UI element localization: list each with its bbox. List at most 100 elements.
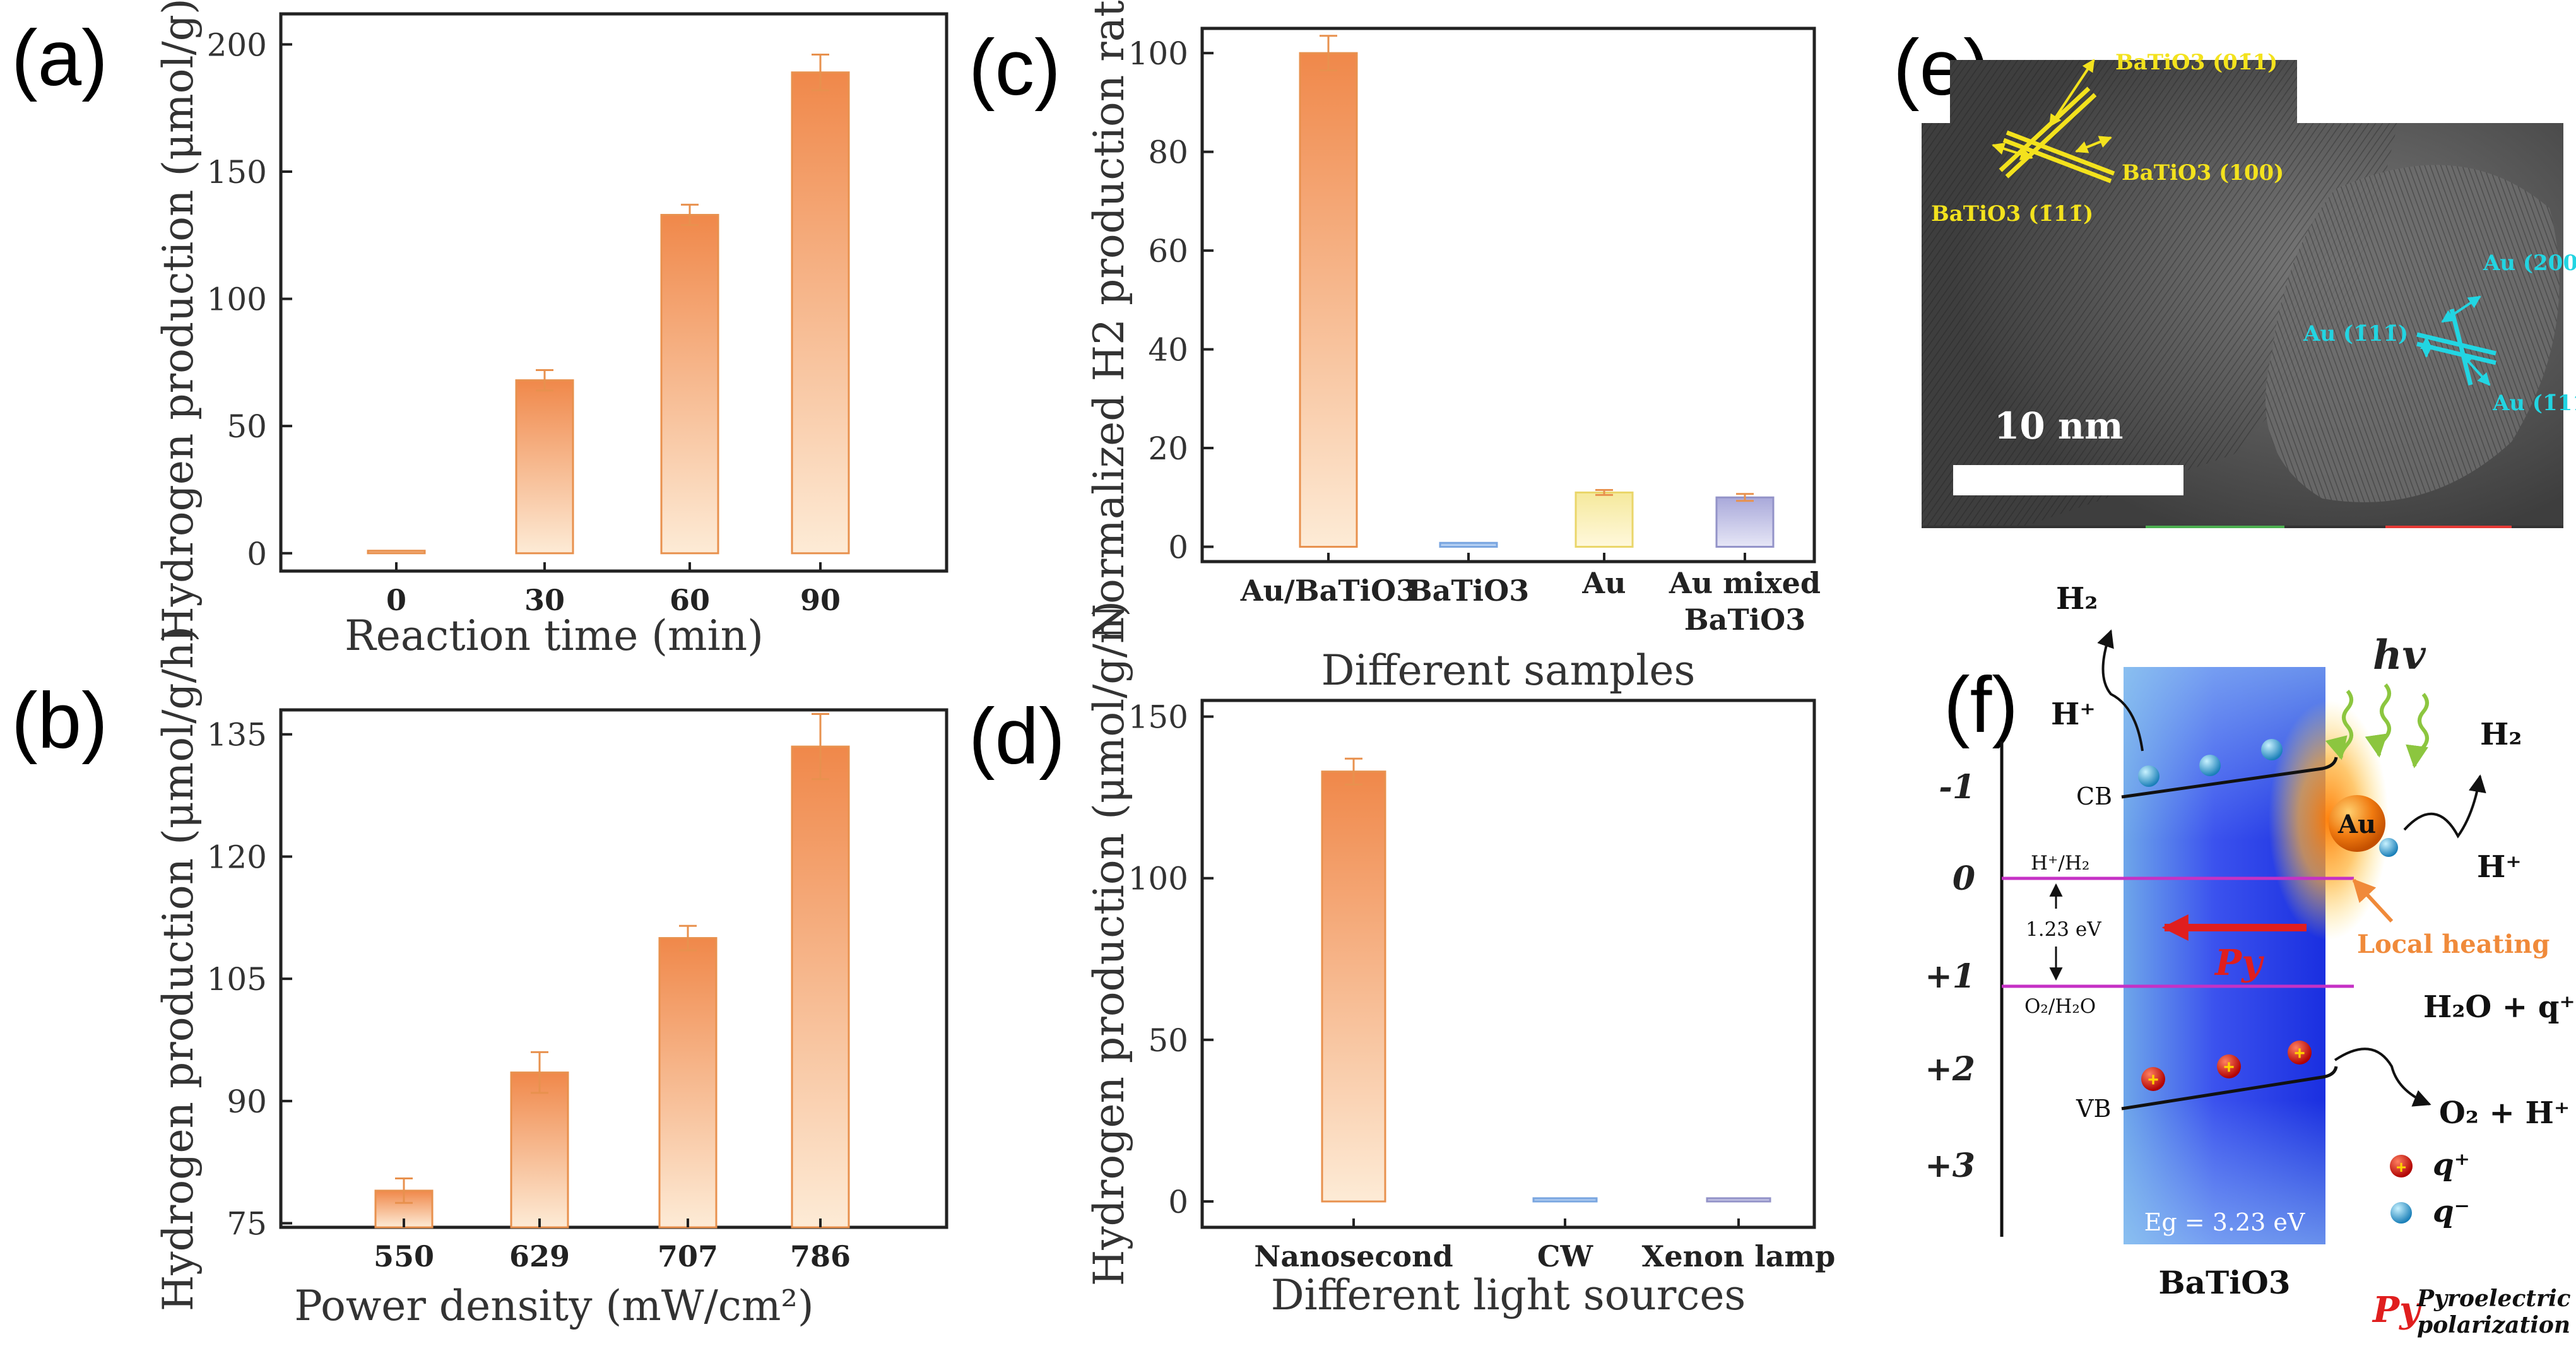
ylabel-a: Hydrogen production (μmol/g): [154, 0, 203, 643]
hole-1: +: [2141, 1067, 2165, 1091]
plot-frame-c: [1200, 27, 1816, 563]
material-label: BaTiO3: [2158, 1264, 2290, 1301]
legend-py-line1: Pyroelectric: [2416, 1285, 2571, 1312]
hv-label: hv: [2373, 632, 2426, 679]
ytick-label-a-3: 150: [207, 154, 267, 191]
label-gap: 1.23 eV: [2026, 918, 2101, 941]
xtick-label-a-3: 90: [800, 583, 841, 617]
ytick-label-c-1: 20: [1148, 430, 1188, 467]
ytick-label-d-1: 50: [1148, 1022, 1188, 1059]
svg-text:+: +: [2223, 1057, 2235, 1078]
ytick-label-d-2: 100: [1128, 861, 1188, 897]
tem-lattice-batio3: [1922, 60, 2398, 528]
bar-d-0: [1321, 770, 1386, 1203]
light-rays: [2325, 683, 2429, 769]
tem-yellow-arrow-2: [1992, 143, 2033, 160]
local-heating-arrow: [2352, 878, 2394, 923]
py-label: Py: [2214, 942, 2264, 984]
bar-a-2: [660, 214, 719, 555]
xtick-label-d-2: Xenon lamp: [1642, 1239, 1836, 1273]
legend-py-line2: polarization: [2417, 1312, 2570, 1338]
vb-label: VB: [2076, 1095, 2111, 1123]
panel-letter-a: (a): [11, 15, 108, 102]
xtick-label-d-1: CW: [1537, 1239, 1594, 1273]
xlabel-d: Different light sources: [1271, 1271, 1746, 1319]
h2-right-label: H₂: [2480, 717, 2522, 752]
xlabel-b: Power density (mW/cm²): [294, 1282, 813, 1330]
tem-strip-red: [2385, 526, 2512, 528]
cb-label: CB: [2076, 782, 2112, 810]
ytick-label-c-0: 0: [1168, 529, 1188, 566]
ytick-label-c-4: 80: [1148, 134, 1188, 171]
ytick-label-d-3: 150: [1128, 699, 1188, 736]
xtick-label-a-1: 30: [524, 583, 565, 617]
tem-scale-bar: [1953, 465, 2183, 495]
xtick-label-c-2: Au: [1581, 566, 1626, 600]
tem-cyan-arrow-1: [2441, 295, 2481, 323]
xtick-label-a-0: 0: [386, 583, 406, 617]
tem-strip-green: [2146, 526, 2284, 528]
xtick-label-c-0: Au/BaTiO3: [1240, 574, 1416, 608]
bar-c-2: [1575, 491, 1634, 548]
bar-c-0: [1299, 52, 1358, 548]
hole-2: +: [2217, 1054, 2241, 1078]
tem-label-batio3-111: BaTiO3 (1̄11̄): [1931, 201, 2093, 227]
xtick-label-b-2: 707: [658, 1239, 718, 1273]
xtick-label-c-3: Au mixed BaTiO3: [1669, 566, 1821, 637]
chart-a: 0 50 100 150 200 0 30 60 90: [207, 12, 948, 617]
svg-text:+: +: [2294, 1043, 2305, 1064]
ytick-label-c-3: 60: [1148, 233, 1188, 269]
bar-d-2: [1706, 1197, 1771, 1203]
xtick-label-a-2: 60: [670, 583, 710, 617]
tem-scale-label: 10 nm: [1994, 404, 2123, 447]
tem-label-batio3-100: BaTiO3 (100): [2122, 160, 2284, 186]
tem-lattice-au: [2266, 165, 2560, 502]
bar-c-3: [1715, 496, 1775, 548]
tem-yellow-arrow-1: [2048, 59, 2095, 127]
right-reaction-arrow: [2403, 774, 2486, 839]
tem-cyan-arrow-3: [2460, 352, 2491, 386]
ytick-label-c-5: 100: [1128, 35, 1188, 72]
legend-qplus-label: q⁺: [2433, 1147, 2470, 1183]
ytick-label-d-0: 0: [1168, 1184, 1188, 1220]
ytick-label-a-4: 200: [207, 27, 267, 63]
bar-d-1: [1532, 1197, 1598, 1203]
bar-c-1: [1439, 541, 1498, 548]
bar-a-1: [515, 379, 574, 555]
ytick-label-a-1: 50: [227, 408, 267, 445]
oxidation-arrow: [2334, 1047, 2431, 1107]
ylabel-c: Normalized H2 production rate: [1085, 0, 1133, 640]
chart-d: 0 50 100 150 Nanosecond CW Xenon lamp: [1128, 699, 1836, 1273]
energy-tick-plus3: +3: [1925, 1147, 1975, 1185]
ytick-label-b-1: 90: [227, 1083, 267, 1120]
panel-letter-b: (b): [11, 677, 108, 765]
au-electron: [2379, 838, 2398, 857]
label-h-h2: H⁺/H₂: [2031, 852, 2089, 875]
eg-label: Eg = 3.23 eV: [2144, 1208, 2305, 1236]
ytick-label-a-2: 100: [207, 281, 267, 318]
left-reaction-arrow: [2097, 629, 2144, 752]
svg-text:+: +: [2396, 1157, 2406, 1177]
energy-tick-0: 0: [1953, 859, 1975, 898]
ytick-label-b-2: 105: [207, 961, 267, 998]
legend-qminus: [2390, 1202, 2412, 1224]
tem-label-au-111b: Au (1̄11): [2492, 391, 2576, 416]
xtick-label-b-0: 550: [374, 1239, 434, 1273]
xtick-label-b-3: 786: [790, 1239, 851, 1273]
label-o2-h2o: O₂/H₂O: [2024, 995, 2096, 1018]
tem-label-batio3-011: BaTiO3 (01̄1): [2115, 50, 2278, 75]
xlabel-a: Reaction time (min): [345, 611, 764, 660]
panel-letter-f: (f): [1944, 661, 2018, 749]
ylabel-d: Hydrogen production (μmol/g/n): [1085, 601, 1133, 1286]
panel-letter-c: (c): [969, 24, 1061, 112]
local-heating-label: Local heating: [2357, 929, 2549, 959]
electron-3: [2261, 739, 2283, 760]
xlabel-c: Different samples: [1321, 646, 1696, 695]
vb-line: [2121, 1066, 2338, 1111]
au-label: Au: [2337, 810, 2376, 839]
xtick-label-b-1: 629: [509, 1239, 570, 1273]
panel-letter-d: (d): [969, 693, 1065, 781]
plot-frame-d: [1200, 699, 1816, 1229]
ytick-label-c-2: 40: [1148, 332, 1188, 369]
